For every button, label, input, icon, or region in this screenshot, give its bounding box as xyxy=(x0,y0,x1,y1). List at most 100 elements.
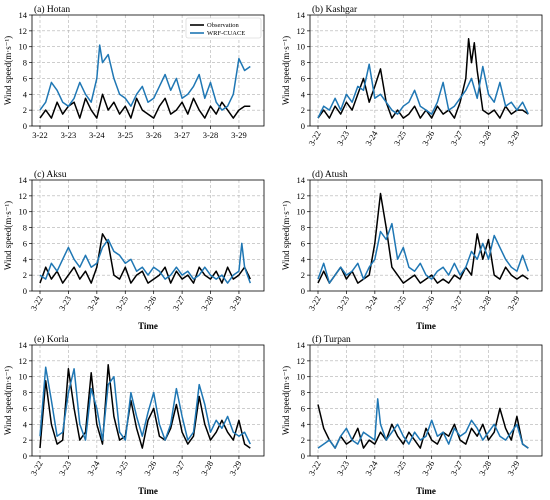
x-tick-label: 3-24 xyxy=(85,293,102,312)
x-tick-label: 3-25 xyxy=(114,459,130,478)
x-tick-label: 3-24 xyxy=(363,458,380,477)
axes-frame xyxy=(309,344,543,457)
x-tick-label: 3-25 xyxy=(392,294,408,313)
panel-title: (a) Hotan xyxy=(34,4,70,15)
y-tick-label: 0 xyxy=(23,286,27,296)
x-tick-label: 3-23 xyxy=(57,294,73,313)
y-tick-label: 12 xyxy=(297,356,306,366)
x-tick-label: 3-24 xyxy=(363,293,380,312)
x-tick-label: 3-24 xyxy=(85,458,102,477)
y-tick-label: 8 xyxy=(23,58,27,68)
axes-frame xyxy=(309,14,543,127)
y-tick-label: 8 xyxy=(23,388,27,398)
x-tick-label: 3-25 xyxy=(114,294,130,313)
y-tick-label: 6 xyxy=(301,73,305,83)
y-tick-label: 6 xyxy=(301,238,305,248)
x-tick-label: 3-25 xyxy=(117,130,133,140)
y-axis-label: Wind speed(m·s⁻¹) xyxy=(3,366,13,435)
x-tick-label: 3-23 xyxy=(335,459,351,478)
panel-title: (d) Atush xyxy=(312,169,348,180)
x-tick-label: 3-28 xyxy=(477,459,493,478)
panel-title: (f) Turpan xyxy=(312,334,351,345)
y-tick-label: 2 xyxy=(23,270,27,280)
x-tick-label: 3-27 xyxy=(174,130,190,140)
x-tick-label: 3-24 xyxy=(89,130,105,140)
y-tick-label: 12 xyxy=(297,191,306,201)
y-tick-label: 12 xyxy=(297,26,306,36)
y-tick-label: 2 xyxy=(23,435,27,445)
x-tick-label: 3-22 xyxy=(306,459,322,478)
y-tick-label: 12 xyxy=(19,191,28,201)
x-tick-label: 3-22 xyxy=(306,294,322,313)
y-tick-label: 10 xyxy=(297,372,306,382)
x-tick-label: 3-23 xyxy=(57,459,73,478)
y-tick-label: 12 xyxy=(19,26,28,36)
y-tick-label: 10 xyxy=(19,42,28,52)
y-tick-label: 14 xyxy=(297,175,306,185)
y-tick-label: 2 xyxy=(301,270,305,280)
series-line-wrf-cuace xyxy=(317,222,530,284)
series-line-observation xyxy=(317,192,529,284)
x-axis-label: Time xyxy=(138,321,158,331)
y-tick-label: 6 xyxy=(23,238,27,248)
x-tick-label: 3-28 xyxy=(477,129,493,148)
y-tick-label: 4 xyxy=(301,419,306,429)
y-tick-label: 4 xyxy=(23,254,28,264)
y-tick-label: 10 xyxy=(297,207,306,217)
panel-title: (b) Kashgar xyxy=(312,4,358,15)
legend-label-wrf-cuace: WRF-CUACE xyxy=(207,30,245,37)
x-tick-label: 3-27 xyxy=(170,459,186,478)
chart-panel-1: 0 2 4 6 8 10 12 14 3-22 3-23 3-24 3-25 3-26 3-27 3-28 3… xyxy=(281,4,543,148)
chart-panel-3: 0 2 4 6 8 10 12 14 3-22 3-23 3-24 3-25 3-26 3-27 3-28 3… xyxy=(281,169,543,331)
y-tick-label: 4 xyxy=(23,89,28,99)
x-tick-label: 3-28 xyxy=(199,294,215,313)
x-tick-label: 3-28 xyxy=(203,130,219,140)
series-line-wrf-cuace xyxy=(39,366,251,445)
series-line-observation xyxy=(317,404,529,449)
legend-box xyxy=(185,17,262,39)
legend-label-observation: Observation xyxy=(207,22,240,29)
series-line-wrf-cuace xyxy=(39,44,251,111)
y-tick-label: 6 xyxy=(23,403,27,413)
series-line-wrf-cuace xyxy=(317,63,529,119)
axes-frame xyxy=(31,14,265,127)
chart-panel-2: 0 2 4 6 8 10 12 14 3-22 3-23 3-24 3-25 3-26 3-27 3-28 3… xyxy=(3,169,265,331)
series-line-observation xyxy=(39,364,251,449)
x-tick-label: 3-23 xyxy=(335,294,351,313)
x-tick-label: 3-27 xyxy=(448,294,464,313)
y-tick-label: 10 xyxy=(19,207,28,217)
x-tick-label: 3-22 xyxy=(28,294,44,313)
x-tick-label: 3-28 xyxy=(477,294,493,313)
y-tick-label: 10 xyxy=(297,42,306,52)
series-line-observation xyxy=(39,93,251,119)
y-tick-label: 6 xyxy=(23,73,27,83)
y-tick-label: 14 xyxy=(19,340,28,350)
y-tick-label: 2 xyxy=(301,105,305,115)
y-tick-label: 8 xyxy=(301,388,305,398)
x-tick-label: 3-29 xyxy=(505,459,521,478)
series-line-wrf-cuace xyxy=(317,398,529,449)
x-tick-label: 3-26 xyxy=(420,294,436,313)
y-tick-label: 4 xyxy=(301,89,306,99)
x-tick-label: 3-27 xyxy=(448,129,464,148)
x-tick-label: 3-26 xyxy=(420,459,436,478)
chart-panel-4: 0 2 4 6 8 10 12 14 3-22 3-23 3-24 3-25 3-26 3-27 3-28 3… xyxy=(3,334,265,496)
y-tick-label: 14 xyxy=(19,10,28,20)
y-tick-label: 4 xyxy=(301,254,306,264)
x-tick-label: 3-29 xyxy=(227,294,243,313)
y-tick-label: 0 xyxy=(23,121,27,131)
x-tick-label: 3-28 xyxy=(199,459,215,478)
y-tick-label: 0 xyxy=(301,286,305,296)
y-tick-label: 8 xyxy=(301,223,305,233)
y-axis-label: Wind speed(m·s⁻¹) xyxy=(3,201,13,270)
x-tick-label: 3-26 xyxy=(146,130,162,140)
y-tick-label: 8 xyxy=(23,223,27,233)
y-tick-label: 8 xyxy=(301,58,305,68)
y-tick-label: 6 xyxy=(301,403,305,413)
x-tick-label: 3-29 xyxy=(227,459,243,478)
chart-panel-0: 0 2 4 6 8 10 12 14 3-22 3-23 3-24 3-25 3-26 3-27 3-28 3… xyxy=(3,4,265,140)
x-tick-label: 3-24 xyxy=(363,128,380,147)
x-tick-label: 3-22 xyxy=(306,129,322,148)
x-tick-label: 3-25 xyxy=(392,459,408,478)
series-line-observation xyxy=(317,38,529,119)
